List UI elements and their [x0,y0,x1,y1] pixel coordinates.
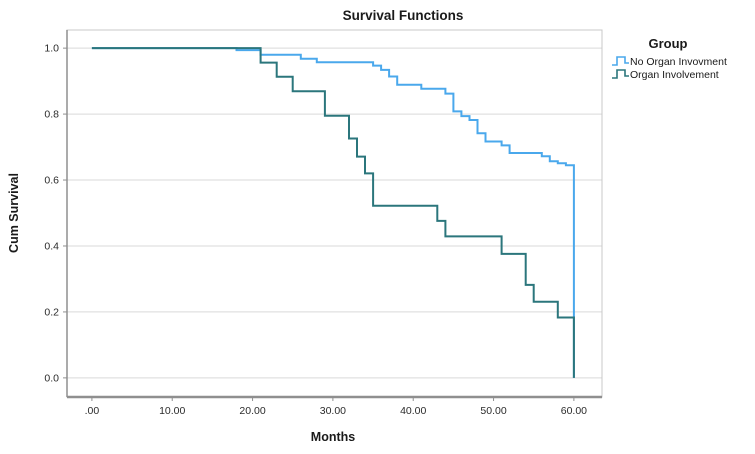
y-tick-label: 0.4 [44,240,59,252]
x-tick-label: 40.00 [400,405,426,417]
y-tick-label: 0.0 [44,372,59,384]
plot-border [66,29,603,398]
survival-curve-1 [91,47,575,378]
y-tick-label: 0.8 [44,109,59,121]
chart-title: Survival Functions [343,8,464,23]
legend-step-icon [612,56,629,66]
y-tick-label: 0.2 [44,306,59,318]
tick-labels: .00 10.00 20.00 30.00 40.00 50.00 60.00 0.0 0.2 0… [44,43,587,417]
legend-entry-label: Organ Involvement [630,69,719,81]
y-tick-label: 1.0 [44,43,59,55]
x-axis-label: Months [311,430,355,444]
x-tick-label: 30.00 [320,405,346,417]
x-tick-label: 20.00 [239,405,265,417]
x-tick-label: 60.00 [561,405,587,417]
series-curves [91,47,575,378]
y-tick-label: 0.6 [44,175,59,187]
gridlines [67,47,602,379]
survival-curve-0 [91,47,575,378]
x-tick-label: 50.00 [480,405,506,417]
plot-frame [66,29,603,399]
legend-entry-label: No Organ Invovment [630,56,727,68]
legend-title: Group [649,36,688,51]
x-tick-label: 10.00 [159,405,185,417]
y-axis-label: Cum Survival [7,173,21,253]
x-tick-label: .00 [85,405,100,417]
legend-step-icon [612,69,629,79]
axis-ticks [63,47,575,401]
